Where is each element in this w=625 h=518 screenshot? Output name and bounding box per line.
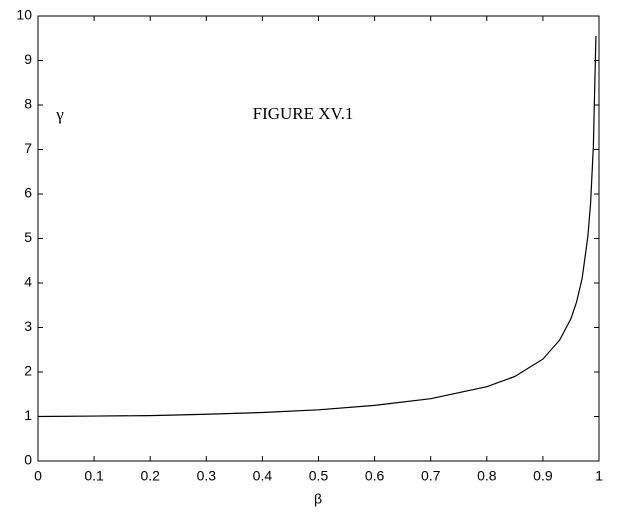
chart-title: FIGURE XV.1 — [253, 104, 354, 123]
x-tick-label: 0.4 — [253, 468, 273, 484]
x-tick-label: 0.7 — [421, 468, 441, 484]
y-tick-label: 2 — [24, 363, 32, 379]
y-tick-label: 10 — [16, 7, 32, 23]
x-tick-label: 0 — [34, 468, 42, 484]
x-tick-label: 0.1 — [84, 468, 104, 484]
y-axis-label: γ — [55, 105, 64, 124]
line-series — [37, 36, 597, 418]
x-tick-label: 0.5 — [309, 468, 329, 484]
y-tick-label: 5 — [24, 229, 32, 245]
x-tick-label: 0.2 — [140, 468, 160, 484]
y-tick-label: 1 — [24, 407, 32, 423]
y-tick-label: 7 — [24, 140, 32, 156]
x-tick-label: 0.3 — [197, 468, 217, 484]
plot-frame — [37, 15, 600, 462]
x-tick-label: 1 — [595, 468, 603, 484]
x-axis-label: β — [314, 491, 322, 507]
y-tick-label: 6 — [24, 185, 32, 201]
x-tick-label: 0.9 — [533, 468, 553, 484]
x-tick-label: 0.6 — [365, 468, 385, 484]
y-tick-label: 4 — [24, 274, 32, 290]
y-tick-label: 3 — [24, 318, 32, 334]
y-tick-label: 0 — [24, 452, 32, 468]
y-tick-label: 8 — [24, 96, 32, 112]
y-tick-label: 9 — [24, 51, 32, 67]
x-tick-label: 0.8 — [477, 468, 497, 484]
